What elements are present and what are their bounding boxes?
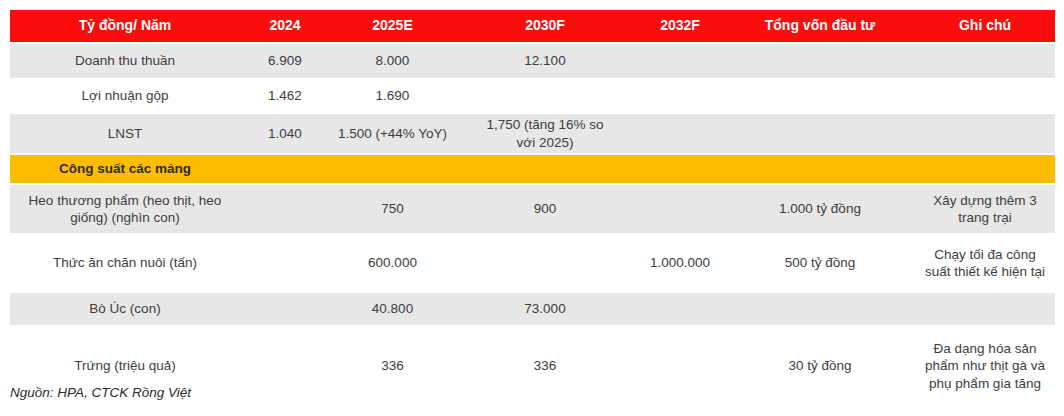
row-label-cell: Heo thương phẩm (heo thịt, heo giống) (n…	[10, 185, 240, 235]
table-cell	[455, 235, 635, 293]
table-cell	[725, 80, 915, 114]
table-row-net-revenue: Doanh thu thuần 6.909 8.000 12.100	[10, 44, 1055, 80]
table-cell: 500 tỷ đồng	[725, 235, 915, 293]
col-header-2032f: 2032F	[635, 10, 725, 44]
note-text: Đa dạng hóa sản phẩm như thịt gà và phụ …	[922, 340, 1048, 392]
table-cell: 336	[330, 327, 455, 407]
row-label-cell: LNST	[10, 114, 240, 155]
capacity-forecast-table: Tỷ đồng/ Năm 2024 2025E 2030F 2032F Tổng…	[10, 10, 1055, 407]
table-cell: 8.000	[330, 44, 455, 80]
table-row-pigs: Heo thương phẩm (heo thịt, heo giống) (n…	[10, 185, 1055, 235]
col-header-unit-year: Tỷ đồng/ Năm	[10, 10, 240, 44]
note-cell: Chạy tối đa công suất thiết kế hiện tại	[915, 235, 1055, 293]
col-header-2025e: 2025E	[330, 10, 455, 44]
header-row: Tỷ đồng/ Năm 2024 2025E 2030F 2032F Tổng…	[10, 10, 1055, 44]
table-cell: 1.500 (+44% YoY)	[330, 114, 455, 155]
table-row-animal-feed: Thức ăn chăn nuôi (tấn) 600.000 1.000.00…	[10, 235, 1055, 293]
table-cell	[635, 293, 725, 327]
table-cell: 73.000	[455, 293, 635, 327]
source-note: Nguồn: HPA, CTCK Rồng Việt	[10, 385, 191, 400]
table-row-gross-profit: Lợi nhuận gộp 1.462 1.690	[10, 80, 1055, 114]
section-row-filler	[240, 155, 1055, 185]
col-header-2024: 2024	[240, 10, 330, 44]
table-cell: 1.462	[240, 80, 330, 114]
table-cell	[240, 235, 330, 293]
table-cell	[240, 327, 330, 407]
table-cell	[915, 44, 1055, 80]
table-cell: 12.100	[455, 44, 635, 80]
col-header-2030f: 2030F	[455, 10, 635, 44]
table-cell: 1.000 tỷ đồng	[725, 185, 915, 235]
table-cell	[725, 44, 915, 80]
table-cell	[915, 114, 1055, 155]
note-cell: Xây dựng thêm 3 trang trại	[915, 185, 1055, 235]
row-label-cell: Lợi nhuận gộp	[10, 80, 240, 114]
note-text: Xây dựng thêm 3 trang trại	[922, 192, 1048, 227]
report-table-page: Tỷ đồng/ Năm 2024 2025E 2030F 2032F Tổng…	[0, 0, 1064, 416]
table-cell: 6.909	[240, 44, 330, 80]
table-row-australian-cattle: Bò Úc (con) 40.800 73.000	[10, 293, 1055, 327]
table-cell: 1.040	[240, 114, 330, 155]
table-cell: 900	[455, 185, 635, 235]
table-cell	[635, 80, 725, 114]
table-cell	[635, 327, 725, 407]
table-cell: 600.000	[330, 235, 455, 293]
table-cell	[635, 114, 725, 155]
col-header-total-capital: Tổng vốn đầu tư	[725, 10, 915, 44]
row-label-cell: Doanh thu thuần	[10, 44, 240, 80]
table-row-lnst: LNST 1.040 1.500 (+44% YoY) 1,750 (tăng …	[10, 114, 1055, 155]
table-cell	[915, 293, 1055, 327]
wrapped-value: 1,750 (tăng 16% so với 2025)	[479, 116, 611, 151]
table-cell: 1.690	[330, 80, 455, 114]
row-label-cell: Thức ăn chăn nuôi (tấn)	[10, 235, 240, 293]
note-cell: Đa dạng hóa sản phẩm như thịt gà và phụ …	[915, 327, 1055, 407]
section-row-capacity: Công suất các mảng	[10, 155, 1055, 185]
table-cell: 1.000.000	[635, 235, 725, 293]
table-cell	[240, 293, 330, 327]
table-cell	[725, 293, 915, 327]
table-cell	[635, 185, 725, 235]
table-cell	[635, 44, 725, 80]
note-text: Chạy tối đa công suất thiết kế hiện tại	[922, 246, 1048, 281]
table-cell	[240, 185, 330, 235]
table-header: Tỷ đồng/ Năm 2024 2025E 2030F 2032F Tổng…	[10, 10, 1055, 44]
table-cell	[725, 114, 915, 155]
table-body: Doanh thu thuần 6.909 8.000 12.100 Lợi n…	[10, 44, 1055, 407]
table-cell: 1,750 (tăng 16% so với 2025)	[455, 114, 635, 155]
row-label-cell: Bò Úc (con)	[10, 293, 240, 327]
table-cell: 336	[455, 327, 635, 407]
table-cell: 750	[330, 185, 455, 235]
table-cell	[915, 80, 1055, 114]
section-header-label: Công suất các mảng	[10, 155, 240, 185]
table-cell	[455, 80, 635, 114]
col-header-notes: Ghi chú	[915, 10, 1055, 44]
table-cell: 40.800	[330, 293, 455, 327]
table-cell: 30 tỷ đồng	[725, 327, 915, 407]
